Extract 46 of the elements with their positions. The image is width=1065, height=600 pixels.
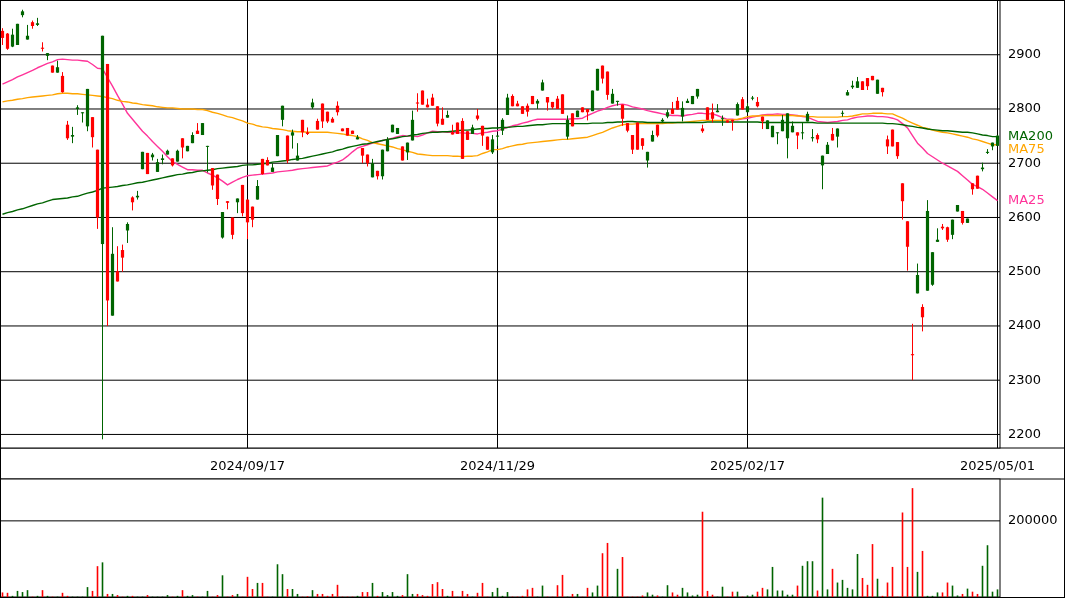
y-tick-label: 2600 (1008, 208, 1042, 224)
candlestick (920, 303, 925, 332)
y-tick-label: 2700 (1008, 154, 1042, 170)
y-tick-label: 2400 (1008, 317, 1042, 333)
candlestick (910, 323, 915, 381)
candlestick (120, 244, 125, 273)
y-tick-label: 2200 (1008, 425, 1042, 441)
y-tick-label: 2900 (1008, 46, 1042, 62)
series-label: MA25 (1008, 192, 1045, 208)
candlestick (180, 137, 185, 159)
candlestick (710, 103, 715, 124)
candlestick (885, 135, 890, 155)
candlestick (230, 216, 235, 240)
candlestick (255, 179, 260, 201)
candlestick (505, 93, 510, 116)
x-tick-label: 2024/11/29 (460, 458, 535, 473)
candlestick (290, 129, 295, 150)
candlestick (495, 135, 500, 147)
candlestick (80, 111, 85, 124)
candlestick (490, 134, 495, 155)
candlestick (605, 71, 610, 101)
candlestick (65, 120, 70, 141)
line-series (1, 58, 999, 202)
candlestick (630, 134, 635, 155)
candlestick (560, 93, 565, 115)
x-tick-label: 2025/05/01 (960, 458, 1035, 473)
x-tick-label: 2025/02/17 (710, 458, 785, 473)
candlestick (115, 245, 120, 282)
candlestick (775, 131, 780, 145)
series-label: MA200 (1008, 128, 1053, 144)
y-tick-label: 2500 (1008, 263, 1042, 279)
candlestick (90, 116, 95, 148)
candlestick (915, 263, 920, 294)
candlestick (245, 199, 250, 240)
series-label: MA75 (1008, 141, 1045, 157)
candlestick (415, 92, 420, 113)
candlestick (900, 182, 905, 221)
candlestick (810, 128, 815, 143)
candlestick (205, 145, 210, 173)
x-tick-label: 2024/09/17 (210, 458, 285, 473)
candlestick (210, 167, 215, 191)
candlestick (60, 71, 65, 94)
y-tick-label: 2300 (1008, 371, 1042, 387)
y-tick-label: 2800 (1008, 100, 1042, 116)
candlestick (435, 105, 440, 127)
y-tick-label: 200000 (1008, 512, 1058, 528)
